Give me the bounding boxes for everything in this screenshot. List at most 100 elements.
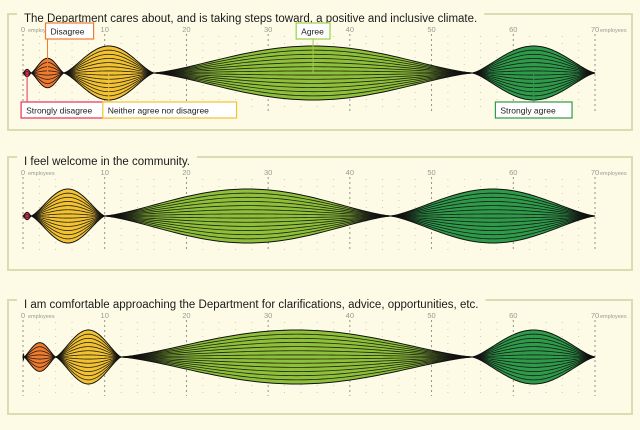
band-contour	[472, 356, 596, 368]
band-contour	[22, 71, 32, 74]
band-contour	[31, 215, 105, 219]
tick-label: 40	[346, 311, 354, 320]
category-label-text: Strongly disagree	[26, 106, 92, 116]
band-contour	[472, 354, 596, 358]
band-contour	[472, 356, 596, 372]
band-contour	[121, 356, 473, 381]
band-contour	[121, 337, 473, 358]
band-contour	[104, 196, 391, 217]
category-label-agree: Agree	[295, 22, 331, 73]
label-box	[295, 22, 331, 40]
category-label-text: Agree	[301, 27, 324, 37]
band-contour	[63, 58, 154, 74]
panel-3: I am comfortable approaching the Departm…	[7, 297, 633, 415]
band-contour	[104, 215, 391, 236]
band-contour	[472, 356, 596, 377]
tick-label: 0	[21, 25, 25, 34]
band-contour	[31, 205, 105, 217]
panel-1: The Department cares about, and is takin…	[7, 11, 633, 131]
band-contour	[390, 209, 596, 217]
band-contour	[153, 72, 473, 80]
band-contour	[23, 356, 56, 360]
category-label-text: Disagree	[51, 27, 85, 37]
band-contour	[104, 192, 391, 217]
band-neither-agree-nor-disagree	[29, 188, 107, 244]
band-contour	[390, 215, 596, 236]
band-contour	[55, 346, 122, 358]
band-strongly-agree	[390, 188, 596, 244]
band-contour	[104, 215, 391, 240]
band-contour	[153, 72, 473, 97]
tick-label: 30	[264, 311, 272, 320]
panel-title-bg	[17, 297, 486, 313]
category-label-disagree: Disagree	[44, 22, 95, 73]
band-contour	[63, 53, 154, 74]
panel-title: The Department cares about, and is takin…	[24, 13, 477, 25]
band-contour	[55, 350, 122, 358]
band-contour	[22, 214, 32, 217]
tick-label: 70	[591, 168, 599, 177]
band-contour	[390, 215, 596, 223]
panel-title: I feel welcome in the community.	[24, 156, 190, 168]
band-contour	[63, 62, 154, 74]
band-contour	[390, 215, 596, 240]
band-agree	[121, 329, 473, 385]
band-contour	[472, 350, 596, 358]
band-contour	[472, 66, 596, 74]
band-contour	[104, 215, 391, 231]
band-neither-agree-nor-disagree	[54, 329, 123, 385]
tick-label: 10	[101, 168, 109, 177]
band-contour	[390, 192, 596, 217]
band-contour	[104, 215, 391, 223]
band-contour	[31, 196, 105, 217]
axis-unit-label: employees	[28, 314, 55, 320]
tick-label: 30	[264, 168, 272, 177]
tick-label: 70	[591, 25, 599, 34]
band-contour	[472, 70, 596, 74]
panel-frame	[7, 156, 633, 271]
band-contour	[472, 346, 596, 358]
band-contour	[104, 205, 391, 217]
band-agree	[104, 188, 391, 244]
tick-label: 20	[182, 311, 190, 320]
band-contour	[63, 49, 154, 74]
category-label-text: Strongly agree	[500, 106, 556, 116]
band-contour	[390, 215, 596, 227]
tick-label: 50	[427, 25, 435, 34]
panel-title-bg	[17, 11, 485, 27]
band-contour	[472, 49, 596, 74]
tick-label: 0	[21, 168, 25, 177]
band-contour	[55, 337, 122, 358]
band-contour	[153, 72, 473, 88]
band-contour	[63, 70, 154, 74]
tick-label: 30	[264, 25, 272, 34]
band-contour	[31, 72, 64, 76]
band-contour	[23, 356, 56, 364]
tick-label: 0	[21, 311, 25, 320]
band-contour	[472, 337, 596, 358]
tick-label: 20	[182, 168, 190, 177]
band-contour	[472, 53, 596, 74]
band-contour	[22, 215, 32, 218]
band-contour	[472, 58, 596, 74]
axis-unit-label: employees	[28, 28, 55, 34]
band-contour	[121, 356, 473, 360]
band-contour	[153, 72, 473, 84]
band-contour	[55, 356, 122, 377]
category-label-strongly-agree: Strongly agree	[494, 73, 573, 119]
band-contour	[31, 215, 105, 231]
tick-label: 50	[427, 168, 435, 177]
band-contour	[55, 356, 122, 364]
band-contour	[390, 215, 596, 219]
band-contour	[55, 356, 122, 372]
band-contour	[121, 346, 473, 358]
band-contour	[31, 72, 64, 84]
band-contour	[31, 209, 105, 217]
band-contour	[23, 346, 56, 358]
band-contour	[23, 356, 56, 368]
band-contour	[472, 333, 596, 358]
band-contour	[472, 356, 596, 364]
band-contour	[121, 333, 473, 358]
band-contour	[104, 209, 391, 217]
